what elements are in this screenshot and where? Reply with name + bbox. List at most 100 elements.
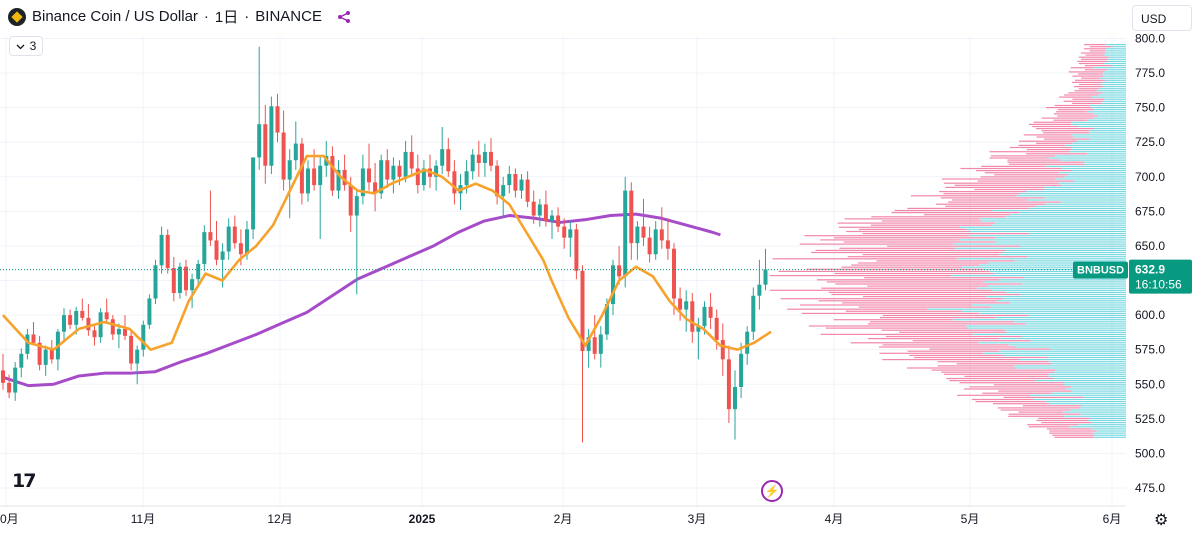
vp-bar-down xyxy=(984,172,1060,174)
vp-bar-up xyxy=(1081,405,1126,407)
vp-bar-down xyxy=(989,157,1049,159)
vp-bar-down xyxy=(778,270,989,272)
vp-bar-down xyxy=(1068,71,1104,73)
share-icon[interactable] xyxy=(334,7,354,27)
candle-body xyxy=(623,190,628,277)
candle-body xyxy=(635,226,640,244)
x-tick-label: 2月 xyxy=(554,512,573,526)
bolt-icon[interactable]: ⚡ xyxy=(761,480,783,502)
candle-body xyxy=(275,106,280,133)
tradingview-logo-icon[interactable]: 17 xyxy=(12,470,36,492)
vp-bar-down xyxy=(843,241,996,243)
vp-bar-up xyxy=(954,247,1126,249)
vp-bar-down xyxy=(960,167,1063,170)
vp-bar-up xyxy=(1005,291,1126,293)
vp-bar-up xyxy=(1016,195,1126,197)
vp-bar-down xyxy=(844,218,980,220)
candle-body xyxy=(659,229,664,241)
gear-icon[interactable]: ⚙ xyxy=(1154,512,1169,529)
vp-bar-down xyxy=(780,298,1003,300)
vp-bar-down xyxy=(1078,62,1104,65)
candle-body xyxy=(165,234,170,269)
vp-bar-down xyxy=(799,243,953,245)
candle-body xyxy=(110,319,115,335)
candle-body xyxy=(507,174,512,186)
vp-bar-up xyxy=(1014,260,1126,262)
vp-bar-up xyxy=(1013,321,1126,323)
vp-bar-up xyxy=(978,264,1126,266)
candle-body xyxy=(604,304,609,335)
price-badge[interactable] xyxy=(1129,259,1192,294)
vp-bar-down xyxy=(862,254,1000,256)
vp-bar-up xyxy=(1065,388,1126,390)
interval-label[interactable]: 1日 xyxy=(214,9,239,26)
candle-body xyxy=(391,165,396,180)
vp-bar-down xyxy=(1053,113,1093,115)
vp-bar-up xyxy=(996,300,1126,302)
exchange-label[interactable]: BINANCE xyxy=(255,8,322,25)
vp-bar-down xyxy=(899,331,1007,333)
candle-body xyxy=(348,185,353,216)
vp-bar-down xyxy=(1059,96,1092,98)
vp-bar-down xyxy=(1052,434,1095,436)
x-tick-label: 5月 xyxy=(961,512,980,526)
vp-bar-down xyxy=(837,222,996,224)
vp-bar-up xyxy=(981,220,1126,222)
indicator-collapse-button[interactable]: 3 xyxy=(9,36,43,56)
vp-bar-up xyxy=(1063,415,1126,417)
vp-bar-down xyxy=(993,403,1050,405)
vp-bar-up xyxy=(1051,363,1126,365)
vp-bar-up xyxy=(1048,157,1126,159)
candle-body xyxy=(531,201,536,216)
vp-bar-down xyxy=(943,182,1059,184)
vp-bar-down xyxy=(1078,88,1099,90)
vp-bar-down xyxy=(941,371,1055,373)
candle-body xyxy=(763,269,768,285)
vp-bar-down xyxy=(879,352,983,354)
vp-bar-up xyxy=(1054,371,1126,373)
candle-body xyxy=(501,185,506,197)
vp-bar-up xyxy=(1048,375,1126,377)
ticker-badge[interactable] xyxy=(1073,261,1128,279)
vp-bar-down xyxy=(943,193,1020,195)
candle-body xyxy=(757,284,762,296)
vp-bar-up xyxy=(1093,436,1126,438)
candle-body xyxy=(312,168,317,186)
vp-bar-up xyxy=(1091,107,1126,109)
vp-bar-down xyxy=(957,394,1030,396)
vp-bar-down xyxy=(1041,422,1091,424)
vp-bar-up xyxy=(1089,104,1126,107)
x-tick-label: 2025 xyxy=(409,512,436,526)
countdown-label: 16:10:56 xyxy=(1135,278,1182,292)
candle-body xyxy=(135,349,140,364)
vp-bar-down xyxy=(834,237,996,239)
vp-bar-up xyxy=(1045,401,1126,403)
vp-bar-up xyxy=(1055,155,1126,157)
vp-bar-up xyxy=(1073,136,1126,138)
vp-bar-up xyxy=(1071,386,1126,388)
vp-bar-down xyxy=(787,308,928,310)
symbol-title[interactable]: Binance Coin / US Dollar xyxy=(32,8,198,25)
vp-bar-down xyxy=(1054,436,1094,438)
x-tick-label: 6月 xyxy=(1103,512,1122,526)
ma-short-line xyxy=(2,154,772,351)
vp-bar-down xyxy=(1053,119,1087,121)
vp-bar-up xyxy=(968,235,1126,237)
vp-bar-down xyxy=(1023,134,1072,136)
vp-bar-up xyxy=(1071,149,1126,151)
vp-bar-down xyxy=(838,226,960,228)
vp-bar-down xyxy=(907,367,1016,369)
vp-bar-down xyxy=(1077,60,1108,62)
vp-bar-down xyxy=(1009,146,1072,149)
candle-body xyxy=(263,124,268,166)
vp-bar-up xyxy=(967,327,1126,329)
vp-bar-down xyxy=(835,283,1023,285)
chevron-down-icon xyxy=(16,39,25,53)
candle-body xyxy=(684,301,689,310)
vp-bar-up xyxy=(978,342,1126,344)
vp-bar-up xyxy=(1086,119,1126,121)
currency-selector[interactable]: USD xyxy=(1132,5,1192,31)
vp-bar-up xyxy=(953,319,1126,321)
vp-bar-up xyxy=(1019,359,1126,361)
